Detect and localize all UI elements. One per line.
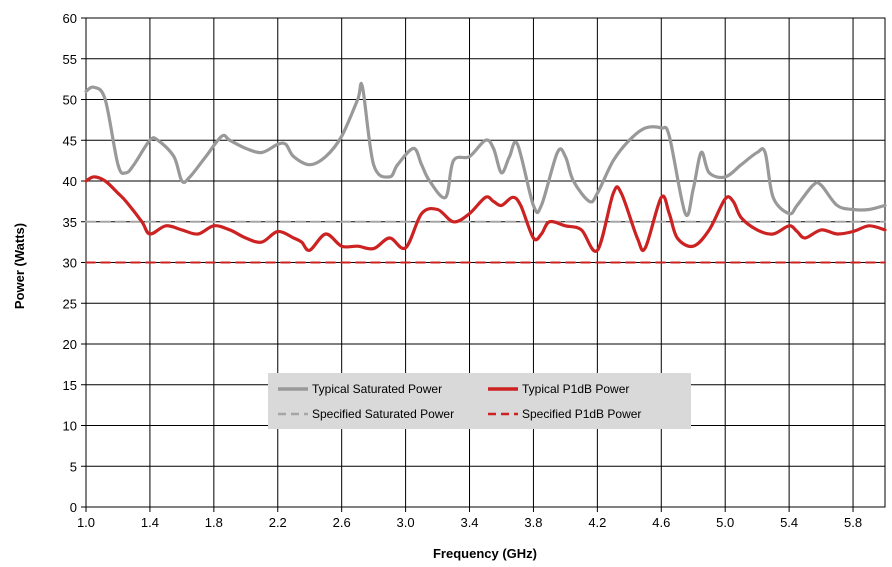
x-tick-label: 3.4 bbox=[460, 515, 478, 530]
legend-background bbox=[268, 373, 691, 429]
typical-saturated-power-line bbox=[84, 81, 887, 218]
y-tick-label: 30 bbox=[63, 256, 77, 271]
y-tick-label: 5 bbox=[70, 459, 77, 474]
x-tick-label: 1.8 bbox=[205, 515, 223, 530]
legend-label-specified-p1db-power: Specified P1dB Power bbox=[522, 407, 641, 421]
y-tick-label: 25 bbox=[63, 296, 77, 311]
x-tick-label: 2.6 bbox=[333, 515, 351, 530]
y-tick-label: 20 bbox=[63, 337, 77, 352]
y-tick-label: 0 bbox=[70, 500, 77, 515]
legend: Typical Saturated Power Typical P1dB Powe… bbox=[268, 373, 691, 429]
x-tick-label: 4.6 bbox=[652, 515, 670, 530]
typical-p1db-power-line bbox=[84, 175, 887, 253]
y-tick-label: 15 bbox=[63, 378, 77, 393]
x-tick-label: 3.8 bbox=[524, 515, 542, 530]
legend-label-typical-p1db-power: Typical P1dB Power bbox=[522, 382, 629, 396]
x-tick-label: 5.0 bbox=[716, 515, 734, 530]
x-tick-label: 5.4 bbox=[780, 515, 798, 530]
y-tick-label: 50 bbox=[63, 93, 77, 108]
x-tick-label: 1.0 bbox=[77, 515, 95, 530]
y-tick-label: 40 bbox=[63, 174, 77, 189]
series-layer bbox=[84, 81, 887, 264]
x-tick-label: 2.2 bbox=[269, 515, 287, 530]
y-tick-label: 10 bbox=[63, 419, 77, 434]
x-tick-label: 1.4 bbox=[141, 515, 159, 530]
legend-label-specified-saturated-power: Specified Saturated Power bbox=[312, 407, 454, 421]
x-axis-title: Frequency (GHz) bbox=[433, 546, 537, 561]
x-tick-label: 4.2 bbox=[588, 515, 606, 530]
y-tick-label: 60 bbox=[63, 11, 77, 26]
y-tick-label: 35 bbox=[63, 215, 77, 230]
x-tick-label: 3.0 bbox=[397, 515, 415, 530]
y-tick-label: 55 bbox=[63, 52, 77, 67]
axis-layer: 0 5 10 15 20 25 30 35 40 45 50 55 60 1.0 1.4 1.8 2.2 2.6 3… bbox=[63, 11, 886, 530]
y-axis-title: Power (Watts) bbox=[12, 223, 27, 309]
x-tick-label: 5.8 bbox=[844, 515, 862, 530]
y-tick-label: 45 bbox=[63, 133, 77, 148]
legend-label-typical-saturated-power: Typical Saturated Power bbox=[312, 382, 442, 396]
